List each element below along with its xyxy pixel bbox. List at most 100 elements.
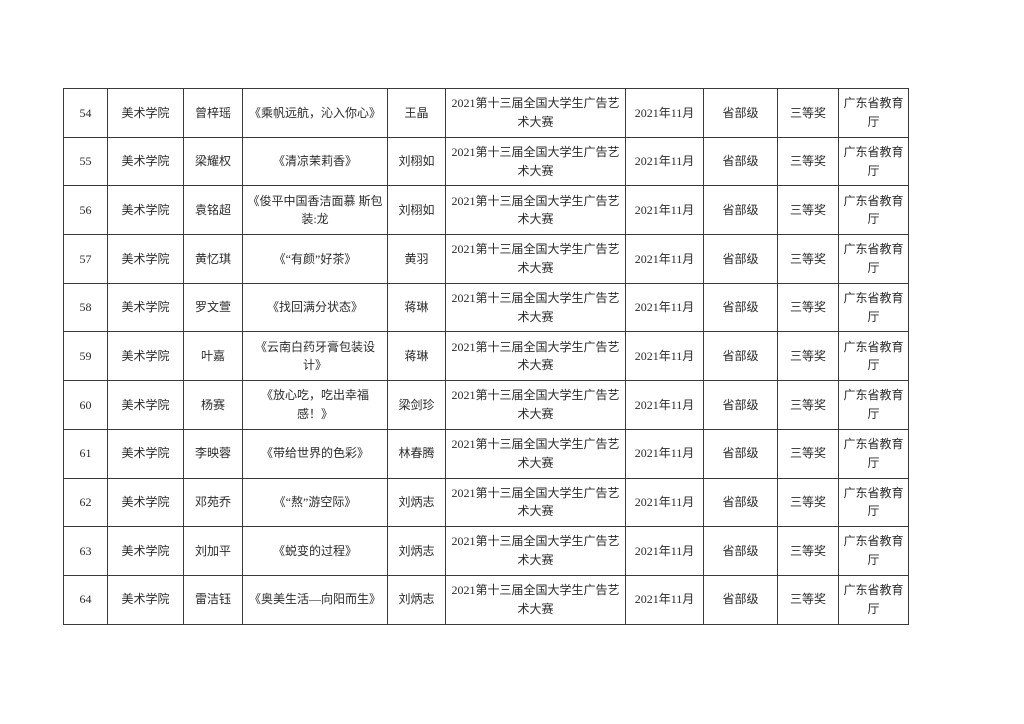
cell-college: 美术学院 (107, 234, 184, 284)
cell-student-name: 曾梓瑶 (183, 88, 243, 138)
cell-level: 省部级 (703, 331, 778, 382)
cell-award-grade: 三等奖 (777, 526, 839, 576)
cell-college: 美术学院 (107, 88, 184, 138)
cell-award-grade: 三等奖 (777, 331, 839, 382)
cell-college: 美术学院 (107, 477, 184, 528)
table-row: 62 美术学院 邓苑乔 《“熬”游空际》 刘炳志 2021第十三届全国大学生广告艺术大赛 2… (63, 477, 909, 528)
cell-work-title: 《“有颜”好茶》 (242, 234, 388, 284)
cell-competition-name: 2021第十三届全国大学生广告艺术大赛 (445, 526, 626, 576)
table-row: 64 美术学院 雷洁钰 《奥美生活—向阳而生》 刘炳志 2021第十三届全国大学生广告艺术… (63, 574, 909, 625)
cell-level: 省部级 (703, 526, 778, 576)
cell-award-date: 2021年11月 (625, 574, 704, 625)
cell-award-grade: 三等奖 (777, 428, 839, 479)
cell-college: 美术学院 (107, 574, 184, 625)
cell-issuing-authority: 广东省教育厅 (838, 380, 909, 430)
cell-advisor: 林春腾 (387, 428, 446, 479)
cell-award-grade: 三等奖 (777, 136, 839, 187)
table-row: 56 美术学院 袁铭超 《俊平中国香洁面慕 斯包装:龙 刘栩如 2021第十三届全国大学生… (63, 185, 909, 236)
cell-advisor: 刘炳志 (387, 526, 446, 576)
cell-work-title: 《带给世界的色彩》 (242, 428, 388, 479)
cell-award-date: 2021年11月 (625, 477, 704, 528)
cell-work-title: 《云南白药牙膏包装设计》 (242, 331, 388, 382)
cell-advisor: 蒋琳 (387, 331, 446, 382)
cell-work-title: 《“熬”游空际》 (242, 477, 388, 528)
table-row: 57 美术学院 黄忆琪 《“有颜”好茶》 黄羽 2021第十三届全国大学生广告艺术大赛 20… (63, 234, 909, 284)
cell-college: 美术学院 (107, 185, 184, 236)
cell-student-name: 黄忆琪 (183, 234, 243, 284)
cell-competition-name: 2021第十三届全国大学生广告艺术大赛 (445, 477, 626, 528)
cell-work-title: 《俊平中国香洁面慕 斯包装:龙 (242, 185, 388, 236)
cell-work-title: 《奥美生活—向阳而生》 (242, 574, 388, 625)
cell-college: 美术学院 (107, 136, 184, 187)
cell-student-name: 罗文萱 (183, 282, 243, 333)
cell-level: 省部级 (703, 477, 778, 528)
table-row: 54 美术学院 曾梓瑶 《乘帆远航，沁入你心》 王晶 2021第十三届全国大学生广告艺术大… (63, 88, 909, 138)
cell-student-name: 李映蓉 (183, 428, 243, 479)
cell-competition-name: 2021第十三届全国大学生广告艺术大赛 (445, 282, 626, 333)
cell-college: 美术学院 (107, 380, 184, 430)
cell-award-grade: 三等奖 (777, 234, 839, 284)
cell-competition-name: 2021第十三届全国大学生广告艺术大赛 (445, 88, 626, 138)
awards-table-container: 54 美术学院 曾梓瑶 《乘帆远航，沁入你心》 王晶 2021第十三届全国大学生广告艺术大… (63, 88, 909, 625)
cell-award-date: 2021年11月 (625, 185, 704, 236)
cell-student-name: 梁耀权 (183, 136, 243, 187)
cell-row-number: 54 (63, 88, 108, 138)
cell-advisor: 刘炳志 (387, 574, 446, 625)
cell-advisor: 蒋琳 (387, 282, 446, 333)
cell-award-date: 2021年11月 (625, 282, 704, 333)
cell-row-number: 60 (63, 380, 108, 430)
cell-award-date: 2021年11月 (625, 234, 704, 284)
cell-advisor: 刘栩如 (387, 185, 446, 236)
table-row: 60 美术学院 杨赛 《放心吃，吃出幸福感！》 梁剑珍 2021第十三届全国大学生广告艺术… (63, 380, 909, 430)
cell-level: 省部级 (703, 428, 778, 479)
cell-issuing-authority: 广东省教育厅 (838, 282, 909, 333)
cell-work-title: 《蜕变的过程》 (242, 526, 388, 576)
cell-level: 省部级 (703, 234, 778, 284)
cell-row-number: 62 (63, 477, 108, 528)
cell-award-grade: 三等奖 (777, 574, 839, 625)
cell-competition-name: 2021第十三届全国大学生广告艺术大赛 (445, 428, 626, 479)
cell-college: 美术学院 (107, 526, 184, 576)
cell-award-date: 2021年11月 (625, 428, 704, 479)
cell-competition-name: 2021第十三届全国大学生广告艺术大赛 (445, 380, 626, 430)
table-row: 58 美术学院 罗文萱 《找回满分状态》 蒋琳 2021第十三届全国大学生广告艺术大赛 20… (63, 282, 909, 333)
cell-student-name: 雷洁钰 (183, 574, 243, 625)
cell-student-name: 邓苑乔 (183, 477, 243, 528)
cell-advisor: 刘栩如 (387, 136, 446, 187)
cell-student-name: 袁铭超 (183, 185, 243, 236)
cell-college: 美术学院 (107, 282, 184, 333)
cell-college: 美术学院 (107, 428, 184, 479)
cell-level: 省部级 (703, 185, 778, 236)
cell-advisor: 梁剑珍 (387, 380, 446, 430)
cell-issuing-authority: 广东省教育厅 (838, 88, 909, 138)
cell-level: 省部级 (703, 136, 778, 187)
cell-advisor: 刘炳志 (387, 477, 446, 528)
cell-level: 省部级 (703, 282, 778, 333)
cell-award-date: 2021年11月 (625, 331, 704, 382)
cell-issuing-authority: 广东省教育厅 (838, 136, 909, 187)
cell-issuing-authority: 广东省教育厅 (838, 234, 909, 284)
cell-competition-name: 2021第十三届全国大学生广告艺术大赛 (445, 136, 626, 187)
cell-row-number: 61 (63, 428, 108, 479)
cell-competition-name: 2021第十三届全国大学生广告艺术大赛 (445, 185, 626, 236)
awards-table-body: 54 美术学院 曾梓瑶 《乘帆远航，沁入你心》 王晶 2021第十三届全国大学生广告艺术大… (63, 88, 909, 625)
cell-student-name: 杨赛 (183, 380, 243, 430)
table-row: 61 美术学院 李映蓉 《带给世界的色彩》 林春腾 2021第十三届全国大学生广告艺术大赛… (63, 428, 909, 479)
cell-advisor: 王晶 (387, 88, 446, 138)
cell-award-grade: 三等奖 (777, 380, 839, 430)
table-row: 63 美术学院 刘加平 《蜕变的过程》 刘炳志 2021第十三届全国大学生广告艺术大赛 20… (63, 526, 909, 576)
cell-award-date: 2021年11月 (625, 380, 704, 430)
cell-award-date: 2021年11月 (625, 526, 704, 576)
cell-issuing-authority: 广东省教育厅 (838, 331, 909, 382)
cell-award-grade: 三等奖 (777, 282, 839, 333)
cell-issuing-authority: 广东省教育厅 (838, 526, 909, 576)
cell-issuing-authority: 广东省教育厅 (838, 477, 909, 528)
cell-competition-name: 2021第十三届全国大学生广告艺术大赛 (445, 331, 626, 382)
cell-row-number: 58 (63, 282, 108, 333)
cell-level: 省部级 (703, 574, 778, 625)
cell-issuing-authority: 广东省教育厅 (838, 185, 909, 236)
awards-table: 54 美术学院 曾梓瑶 《乘帆远航，沁入你心》 王晶 2021第十三届全国大学生广告艺术大… (63, 88, 909, 625)
table-row: 55 美术学院 梁耀权 《清凉茉莉香》 刘栩如 2021第十三届全国大学生广告艺术大赛 20… (63, 136, 909, 187)
cell-row-number: 57 (63, 234, 108, 284)
cell-award-grade: 三等奖 (777, 185, 839, 236)
